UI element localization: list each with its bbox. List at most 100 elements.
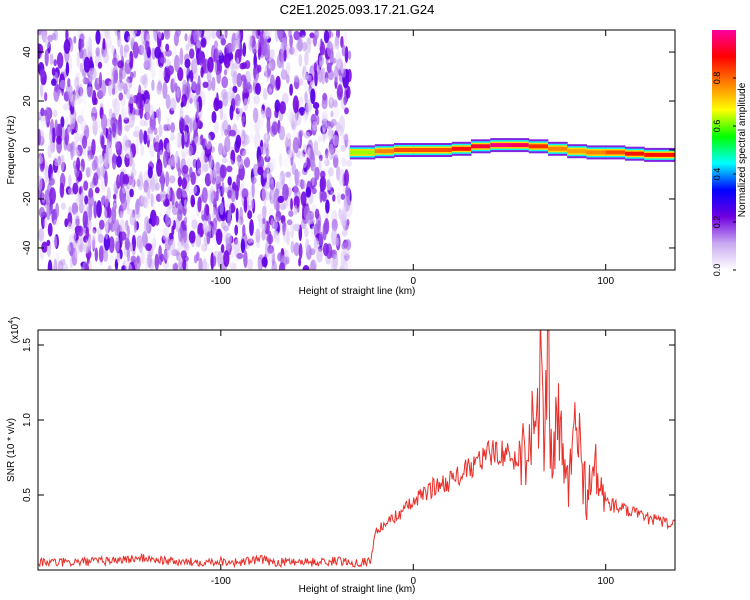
noise-cell [158, 65, 164, 84]
noise-cell [200, 66, 204, 78]
noise-cell [261, 215, 267, 232]
noise-cell [245, 31, 250, 42]
noise-cell [169, 97, 177, 112]
noise-cell [343, 249, 350, 256]
noise-cell [263, 132, 271, 143]
noise-cell [247, 191, 252, 204]
noise-cell [293, 184, 299, 196]
noise-cell [290, 151, 294, 167]
noise-cell [321, 111, 329, 122]
noise-cell [74, 191, 81, 203]
noise-cell [207, 140, 212, 155]
noise-cell [253, 121, 260, 134]
snr-series-line [38, 330, 675, 569]
noise-cell [112, 57, 118, 67]
noise-cell [119, 210, 124, 219]
noise-cell [124, 153, 131, 168]
noise-cell [204, 30, 211, 41]
noise-cell [282, 221, 286, 236]
noise-cell [74, 225, 82, 232]
signal-band [451, 146, 472, 151]
noise-cell [177, 67, 184, 82]
noise-cell [53, 155, 59, 162]
noise-cell [250, 199, 254, 210]
noise-cell [230, 149, 236, 165]
noise-cell [150, 61, 155, 79]
noise-cell [56, 135, 62, 145]
noise-cell [177, 261, 183, 269]
noise-cell [96, 118, 101, 130]
noise-cell [159, 149, 164, 159]
noise-cell [132, 41, 139, 59]
snr-plot-area [38, 330, 675, 570]
noise-cell [174, 54, 180, 73]
noise-cell [154, 182, 160, 191]
noise-cell [155, 109, 159, 119]
noise-cell [346, 257, 352, 270]
noise-cell [190, 34, 194, 45]
signal-band [490, 143, 510, 148]
noise-cell [333, 104, 340, 120]
noise-cell [93, 97, 98, 105]
noise-cell [111, 98, 118, 109]
noise-cell [305, 99, 313, 112]
noise-cell [338, 168, 346, 187]
noise-cell [328, 126, 333, 141]
noise-cell [298, 78, 304, 86]
noise-cell [130, 168, 137, 177]
noise-cell [75, 245, 78, 260]
noise-cell [224, 135, 231, 153]
noise-cell [344, 46, 349, 63]
noise-cell [243, 98, 249, 112]
noise-cell [91, 106, 98, 122]
noise-cell [48, 177, 55, 186]
noise-cell [261, 185, 268, 203]
noise-cell [164, 249, 170, 261]
noise-cell [283, 157, 291, 169]
noise-cell [147, 251, 152, 260]
noise-cell [41, 241, 48, 253]
noise-cell [92, 119, 98, 136]
noise-cell [301, 35, 306, 44]
noise-cell [109, 254, 115, 262]
noise-cell [215, 228, 223, 245]
noise-cell [91, 159, 98, 172]
noise-cell [247, 69, 254, 81]
noise-cell [340, 193, 346, 200]
noise-cell [262, 66, 268, 84]
noise-cell [243, 196, 248, 213]
noise-cell [265, 147, 269, 157]
noise-cell [342, 229, 348, 237]
noise-cell [135, 137, 139, 155]
noise-cell [177, 176, 183, 187]
noise-cell [327, 41, 334, 58]
noise-cell [296, 41, 303, 51]
noise-cell [274, 99, 281, 113]
noise-cell [338, 208, 342, 220]
noise-cell [49, 126, 53, 144]
y-tick-label: -40 [22, 240, 33, 255]
noise-cell [326, 175, 331, 191]
noise-cell [113, 202, 118, 210]
noise-cell [210, 252, 215, 270]
noise-cell [241, 131, 248, 148]
noise-cell [47, 68, 51, 86]
noise-cell [257, 64, 262, 73]
noise-cell [142, 196, 148, 209]
noise-cell [220, 88, 228, 100]
noise-cell [147, 165, 153, 179]
noise-cell [197, 196, 202, 213]
noise-cell [277, 30, 284, 40]
noise-cell [173, 114, 180, 123]
noise-cell [135, 255, 141, 270]
noise-cell [189, 48, 195, 59]
noise-cell [56, 52, 64, 69]
noise-cell [340, 144, 347, 152]
noise-cell [268, 87, 273, 94]
noise-cell [299, 30, 306, 38]
noise-cell [176, 87, 181, 99]
noise-cell [69, 113, 76, 130]
noise-cell [131, 160, 136, 171]
noise-cell [104, 170, 108, 187]
noise-cell [102, 49, 109, 64]
